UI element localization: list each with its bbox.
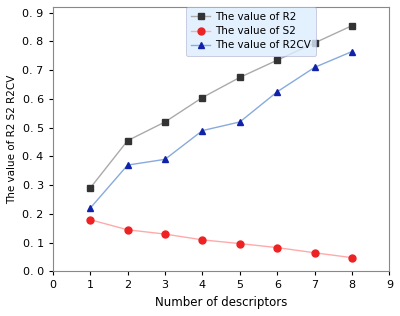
- The value of R2: [350, 24, 354, 27]
- The value of S2: [125, 228, 130, 232]
- The value of R2CV: [200, 129, 205, 132]
- The value of S2: [312, 251, 317, 255]
- The value of R2CV: [238, 120, 242, 124]
- The value of R2: [88, 186, 92, 190]
- The value of S2: [163, 232, 168, 236]
- Line: The value of R2CV: The value of R2CV: [87, 48, 356, 212]
- The value of S2: [238, 242, 242, 246]
- Line: The value of S2: The value of S2: [87, 216, 356, 261]
- The value of R2: [238, 76, 242, 79]
- The value of R2: [312, 41, 317, 45]
- The value of S2: [200, 238, 205, 242]
- The value of S2: [350, 256, 354, 259]
- The value of R2CV: [163, 157, 168, 161]
- X-axis label: Number of descriptors: Number of descriptors: [155, 296, 287, 309]
- The value of S2: [275, 246, 280, 250]
- The value of R2CV: [88, 206, 92, 210]
- Y-axis label: The value of R2 S2 R2CV: The value of R2 S2 R2CV: [7, 75, 17, 204]
- The value of R2CV: [350, 50, 354, 53]
- The value of R2: [200, 96, 205, 100]
- The value of R2: [125, 139, 130, 143]
- Legend: The value of R2, The value of S2, The value of R2CV: The value of R2, The value of S2, The va…: [186, 7, 316, 56]
- The value of R2: [163, 120, 168, 124]
- The value of R2CV: [312, 65, 317, 69]
- The value of R2CV: [125, 163, 130, 167]
- The value of R2CV: [275, 90, 280, 94]
- The value of R2: [275, 58, 280, 62]
- Line: The value of R2: The value of R2: [87, 22, 356, 191]
- The value of S2: [88, 218, 92, 222]
